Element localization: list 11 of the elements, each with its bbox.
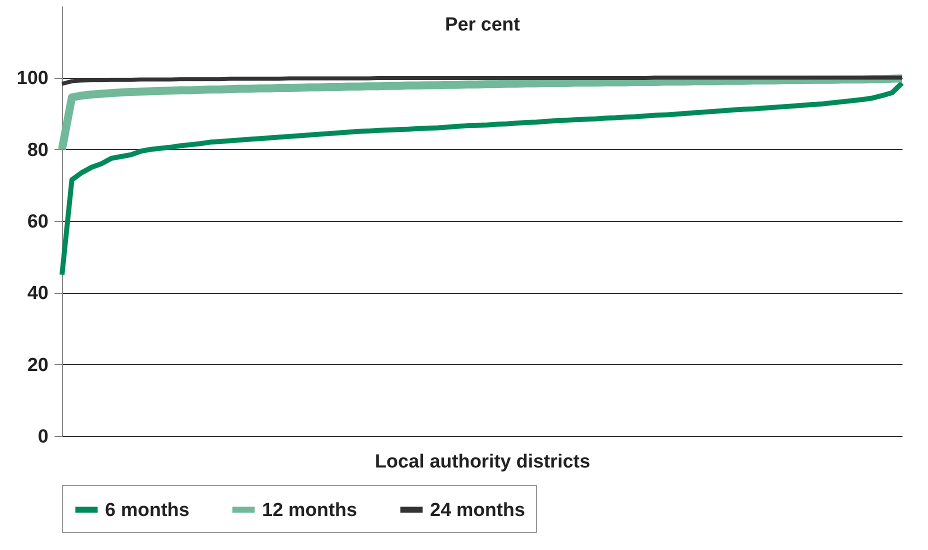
x-axis-title: Local authority districts (374, 452, 590, 472)
y-axis-title: Per cent (445, 14, 521, 36)
y-tick-label: 100 (16, 68, 48, 90)
y-tick-label: 0 (38, 426, 48, 448)
legend-label: 24 months (430, 500, 526, 521)
legend-label: 12 months (262, 500, 358, 521)
y-tick-label: 40 (27, 283, 48, 304)
y-tick-label: 80 (27, 140, 48, 161)
legend-label: 6 months (105, 500, 190, 521)
y-tick-label: 20 (27, 354, 48, 376)
y-tick-label: 60 (27, 212, 48, 232)
